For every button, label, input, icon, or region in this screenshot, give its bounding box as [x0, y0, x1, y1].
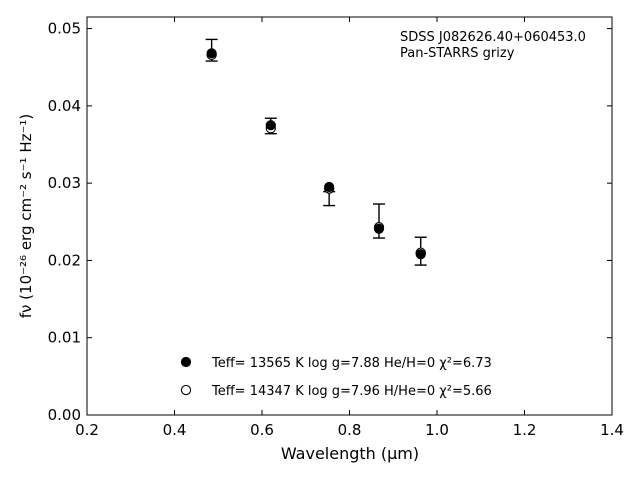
y-tick-label: 0.00 — [48, 406, 81, 424]
plot-frame — [86, 16, 613, 416]
x-tick-label: 0.4 — [163, 421, 187, 439]
x-tick-label: 1.4 — [600, 421, 624, 439]
x-tick-label: 0.8 — [338, 421, 362, 439]
legend-label-series-2: Teff= 14347 K log g=7.96 H/He=0 χ²=5.66 — [211, 384, 492, 399]
series-1-point — [373, 223, 385, 234]
y-tick-label: 0.03 — [48, 174, 81, 192]
y-axis-label: fν (10⁻²⁶ erg cm⁻² s⁻¹ Hz⁻¹) — [17, 114, 35, 319]
y-tick-label: 0.01 — [48, 329, 81, 347]
legend-label-series-1: Teff= 13565 K log g=7.88 He/H=0 χ²=6.73 — [211, 356, 492, 371]
x-tick-label: 1.0 — [425, 421, 449, 439]
x-tick-label: 0.6 — [250, 421, 274, 439]
series-1-point — [206, 48, 217, 59]
axis-ticks: 0.2 0.4 0.6 0.8 1.0 1.2 1.4 0.00 0.01 0.02 0.03 0.0… — [48, 17, 624, 439]
legend-marker-series-2 — [180, 384, 192, 396]
series-1-point — [265, 120, 276, 131]
annotation: SDSS J082626.40+060453.0 Pan-STARRS griz… — [400, 30, 586, 61]
y-tick-label: 0.02 — [48, 251, 81, 269]
annotation-line-2: Pan-STARRS grizy — [400, 46, 515, 61]
series-1-point — [415, 249, 426, 260]
legend-marker-series-1 — [180, 356, 192, 368]
x-tick-label: 0.2 — [75, 421, 99, 439]
x-tick-label: 1.2 — [513, 421, 537, 439]
plot-marks — [205, 38, 427, 266]
y-tick-label: 0.05 — [48, 20, 81, 38]
y-tick-label: 0.04 — [48, 97, 81, 115]
legend: Teff= 13565 K log g=7.88 He/H=0 χ²=6.73 … — [180, 356, 492, 399]
x-axis-label: Wavelength (μm) — [281, 444, 419, 463]
annotation-line-1: SDSS J082626.40+060453.0 — [400, 30, 586, 45]
series-1-point — [324, 181, 335, 193]
